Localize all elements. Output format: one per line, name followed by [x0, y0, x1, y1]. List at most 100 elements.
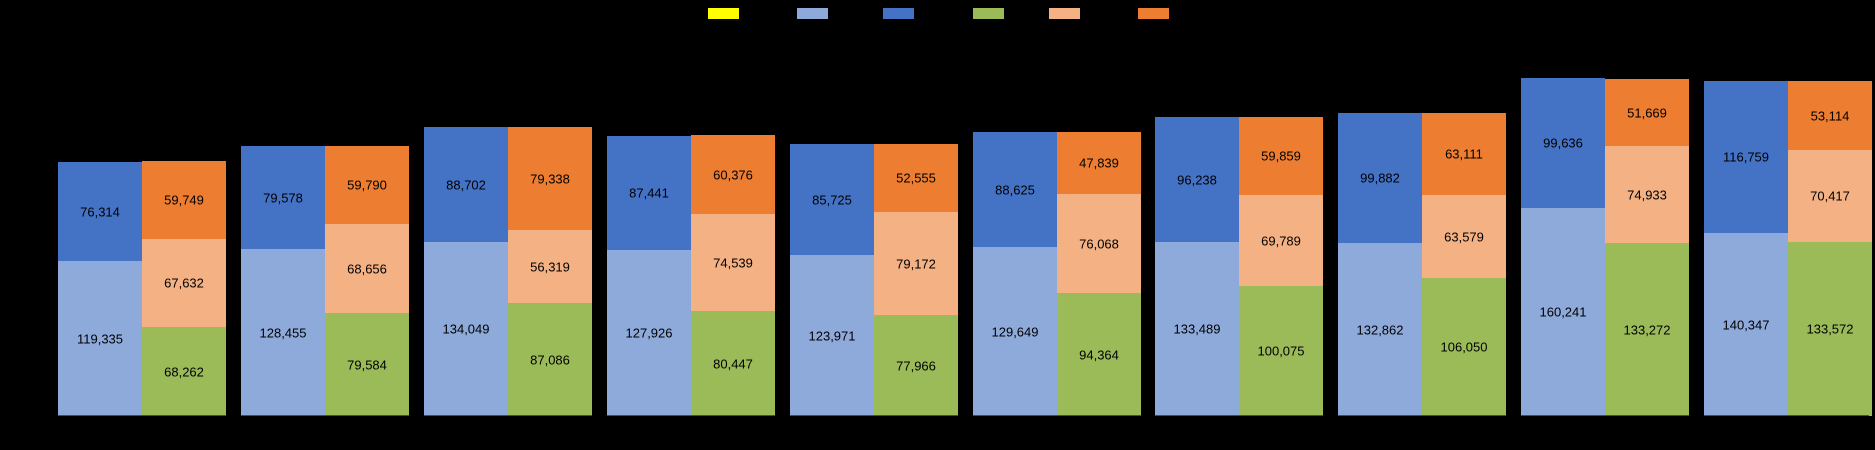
bar-segment-light-blue: [790, 255, 874, 416]
bar-segment-orange: [691, 135, 775, 214]
bar-segment-dark-blue: [790, 144, 874, 255]
bar-segment-orange: [1057, 132, 1141, 194]
bar-segment-dark-blue: [973, 132, 1057, 247]
data-label-green: 77,966: [896, 358, 936, 373]
bar-segment-green: [1057, 293, 1141, 416]
bar-segment-light-blue: [241, 249, 325, 416]
bar-segment-peach: [1605, 146, 1689, 243]
data-label-dark-blue: 87,441: [629, 185, 669, 201]
data-label-dark-blue: 96,238: [1177, 172, 1217, 187]
bar-segment-orange: [1239, 117, 1323, 195]
data-label-green: 133,572: [1806, 321, 1854, 337]
data-label-peach: 70,417: [1810, 188, 1850, 204]
bar-segment-green: [691, 311, 775, 416]
bar-segment-light-blue: [607, 250, 691, 416]
bar-segment-orange: [874, 144, 958, 212]
bar-segment-light-blue: [1338, 243, 1422, 416]
bar-segment-dark-blue: [1155, 117, 1239, 242]
data-label-light-blue: 128,455: [259, 325, 307, 340]
data-label-light-blue: 127,926: [625, 325, 673, 341]
data-label-light-blue: 129,649: [991, 324, 1039, 339]
bar-segment-dark-blue: [1338, 113, 1422, 243]
bar-segment-green: [1788, 242, 1872, 416]
yellow-series-swatch: [708, 8, 739, 19]
bar-segment-green: [142, 327, 226, 416]
data-label-light-blue: 160,241: [1539, 304, 1587, 320]
dark-blue-series-swatch: [883, 8, 914, 19]
bar-segment-light-blue: [973, 247, 1057, 416]
bar-segment-peach: [691, 214, 775, 311]
bar-segment-orange: [1788, 81, 1872, 150]
data-label-light-blue: 134,049: [442, 321, 490, 337]
data-label-orange: 52,555: [896, 170, 936, 186]
data-label-orange: 63,111: [1445, 146, 1483, 162]
bar-segment-orange: [508, 127, 592, 230]
bar-segment-peach: [874, 212, 958, 315]
data-label-orange: 59,859: [1261, 148, 1301, 164]
x-axis-line: [47, 415, 1869, 417]
bar-segment-orange: [1605, 79, 1689, 146]
bar-segment-green: [1239, 286, 1323, 416]
bar-segment-dark-blue: [1704, 81, 1788, 233]
bar-segment-green: [874, 315, 958, 416]
bar-segment-dark-blue: [1521, 78, 1605, 208]
data-label-green: 79,584: [347, 357, 387, 372]
bar-segment-dark-blue: [424, 127, 508, 242]
data-label-orange: 53,114: [1810, 108, 1850, 123]
data-label-orange: 59,790: [347, 177, 387, 193]
bar-segment-green: [1605, 243, 1689, 416]
bar-segment-green: [508, 303, 592, 416]
data-label-peach: 76,068: [1079, 236, 1119, 251]
bar-segment-light-blue: [58, 261, 142, 416]
data-label-peach: 74,933: [1627, 187, 1667, 202]
data-label-light-blue: 132,862: [1356, 322, 1404, 337]
peach-series-swatch: [1049, 8, 1080, 19]
data-label-green: 68,262: [164, 364, 204, 379]
data-label-dark-blue: 76,314: [80, 204, 120, 219]
data-label-peach: 56,319: [530, 259, 570, 274]
data-label-dark-blue: 99,882: [1360, 170, 1400, 186]
orange-series-swatch: [1138, 8, 1169, 19]
data-label-dark-blue: 116,759: [1722, 149, 1770, 165]
bar-segment-peach: [142, 239, 226, 327]
bar-segment-peach: [508, 230, 592, 303]
bar-segment-peach: [1422, 195, 1506, 278]
bar-segment-peach: [1788, 150, 1872, 242]
data-label-orange: 59,749: [164, 192, 204, 208]
bar-segment-orange: [325, 146, 409, 224]
light-blue-series-swatch: [797, 8, 828, 19]
bar-segment-peach: [1239, 195, 1323, 286]
data-label-peach: 63,579: [1444, 229, 1484, 244]
data-label-peach: 67,632: [164, 275, 204, 291]
data-label-green: 80,447: [713, 356, 753, 371]
data-label-dark-blue: 79,578: [263, 190, 303, 205]
green-series-swatch: [973, 8, 1004, 19]
bar-segment-orange: [1422, 113, 1506, 195]
data-label-peach: 69,789: [1261, 233, 1301, 248]
data-label-dark-blue: 99,636: [1543, 135, 1583, 151]
data-label-light-blue: 119,335: [76, 331, 124, 346]
bar-segment-green: [325, 313, 409, 416]
data-label-light-blue: 140,347: [1722, 317, 1770, 332]
bar-segment-dark-blue: [241, 146, 325, 249]
data-label-peach: 79,172: [896, 256, 936, 271]
data-label-green: 100,075: [1257, 343, 1305, 359]
bar-segment-light-blue: [1155, 242, 1239, 416]
data-label-orange: 60,376: [713, 167, 753, 182]
data-label-light-blue: 133,489: [1173, 321, 1221, 337]
data-label-peach: 74,539: [713, 255, 753, 270]
data-label-orange: 79,338: [530, 171, 570, 186]
bar-segment-peach: [325, 224, 409, 313]
bar-segment-light-blue: [424, 242, 508, 416]
data-label-dark-blue: 88,702: [446, 177, 486, 192]
bar-segment-orange: [142, 161, 226, 239]
bar-segment-green: [1422, 278, 1506, 416]
data-label-dark-blue: 85,725: [812, 192, 852, 207]
data-label-peach: 68,656: [347, 261, 387, 276]
data-label-light-blue: 123,971: [808, 328, 856, 343]
data-label-green: 133,272: [1623, 322, 1671, 337]
data-label-green: 94,364: [1079, 347, 1119, 362]
data-label-green: 106,050: [1440, 339, 1488, 355]
bar-segment-light-blue: [1521, 208, 1605, 416]
